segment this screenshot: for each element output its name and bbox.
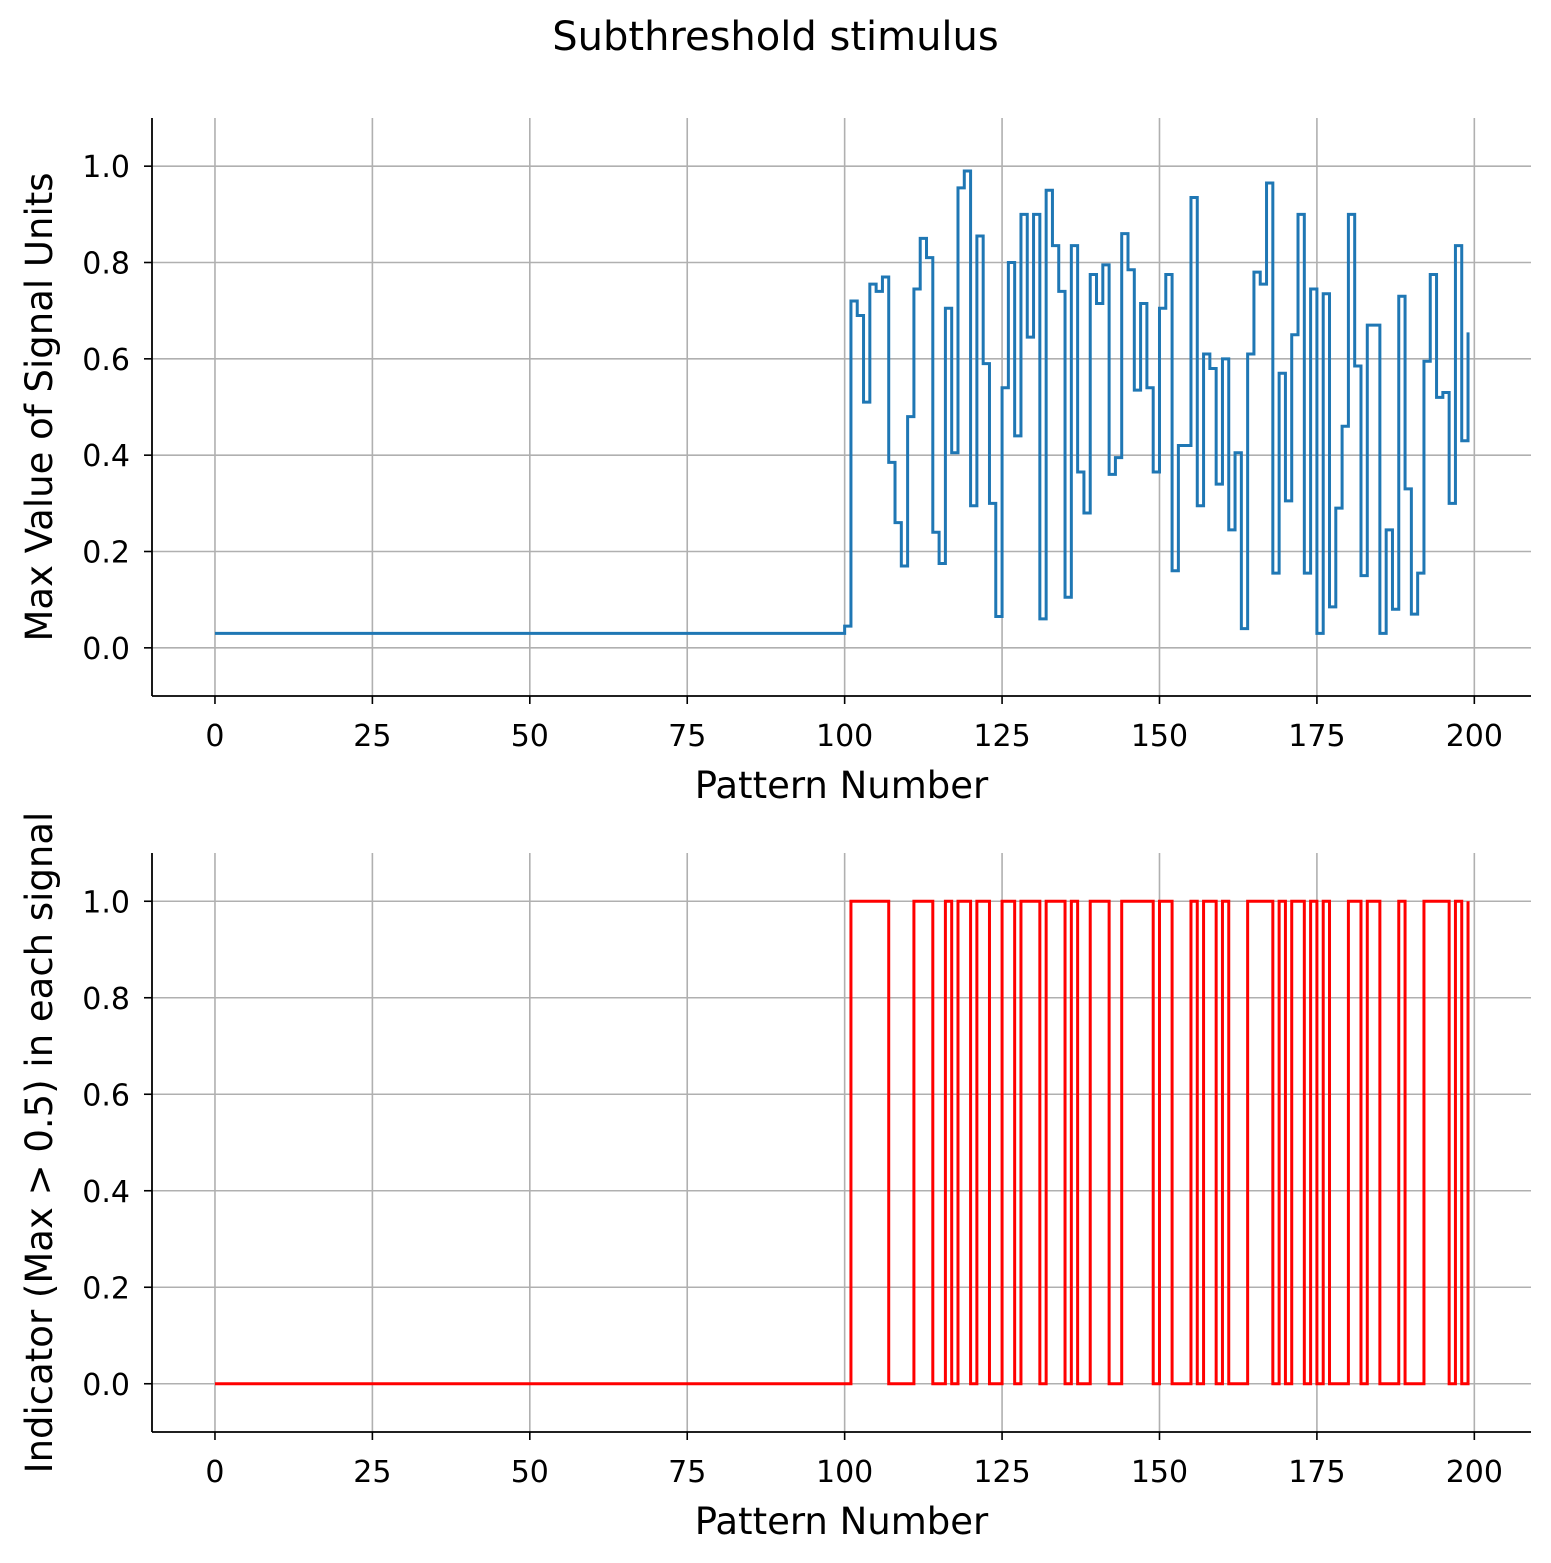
bottom-x-tick-label: 75 [668,1455,706,1490]
top-x-tick-label: 75 [668,719,706,754]
top-series-line [214,169,1470,635]
top-x-tick-label: 50 [511,719,549,754]
top-y-tick-label: 1.0 [82,150,130,185]
top-x-tick-label: 150 [1131,719,1188,754]
bottom-y-tick-label: 0.0 [82,1368,130,1403]
bottom-x-tick-label: 125 [973,1455,1030,1490]
top-x-tick-label: 0 [205,719,224,754]
bottom-chart-panel: 0 25 50 75 100 125 150 175 200 0.0 0.2 0.4 0.6 0.8 1.0… [18,812,1531,1543]
bottom-x-tick-label: 25 [353,1455,391,1490]
top-y-tick-label: 0.0 [82,632,130,667]
top-y-axis-label: Max Value of Signal Units [18,172,61,641]
bottom-x-tick-label: 0 [205,1455,224,1490]
bottom-x-tick-label: 100 [816,1455,873,1490]
bottom-y-tick-label: 1.0 [82,885,130,920]
figure-title: Subthreshold stimulus [552,14,999,60]
bottom-y-axis-label: Indicator (Max > 0.5) in each signal [18,812,61,1474]
top-x-tick-label: 100 [816,719,873,754]
bottom-y-tick-label: 0.2 [82,1271,130,1306]
bottom-y-tick-label: 0.6 [82,1078,130,1113]
top-x-tick-label: 125 [973,719,1030,754]
top-x-axis-label: Pattern Number [695,764,989,807]
top-x-tick-label: 200 [1446,719,1503,754]
top-chart-panel: 0 25 50 75 100 125 150 175 200 0.0 0.2 0.4 0.6 0.8 1.0… [18,118,1531,807]
bottom-y-tick-label: 0.4 [82,1175,130,1210]
bottom-x-tick-label: 50 [511,1455,549,1490]
top-x-tick-label: 175 [1288,719,1345,754]
bottom-x-tick-label: 175 [1288,1455,1345,1490]
bottom-x-axis-label: Pattern Number [695,1500,989,1543]
top-y-tick-label: 0.2 [82,536,130,571]
bottom-y-tick-label: 0.8 [82,982,130,1017]
top-y-tick-label: 0.8 [82,247,130,282]
top-x-tick-label: 25 [353,719,391,754]
top-y-tick-label: 0.4 [82,439,130,474]
top-y-tick-label: 0.6 [82,343,130,378]
bottom-x-tick-label: 150 [1131,1455,1188,1490]
bottom-series-line [214,899,1470,1386]
bottom-x-tick-label: 200 [1446,1455,1503,1490]
